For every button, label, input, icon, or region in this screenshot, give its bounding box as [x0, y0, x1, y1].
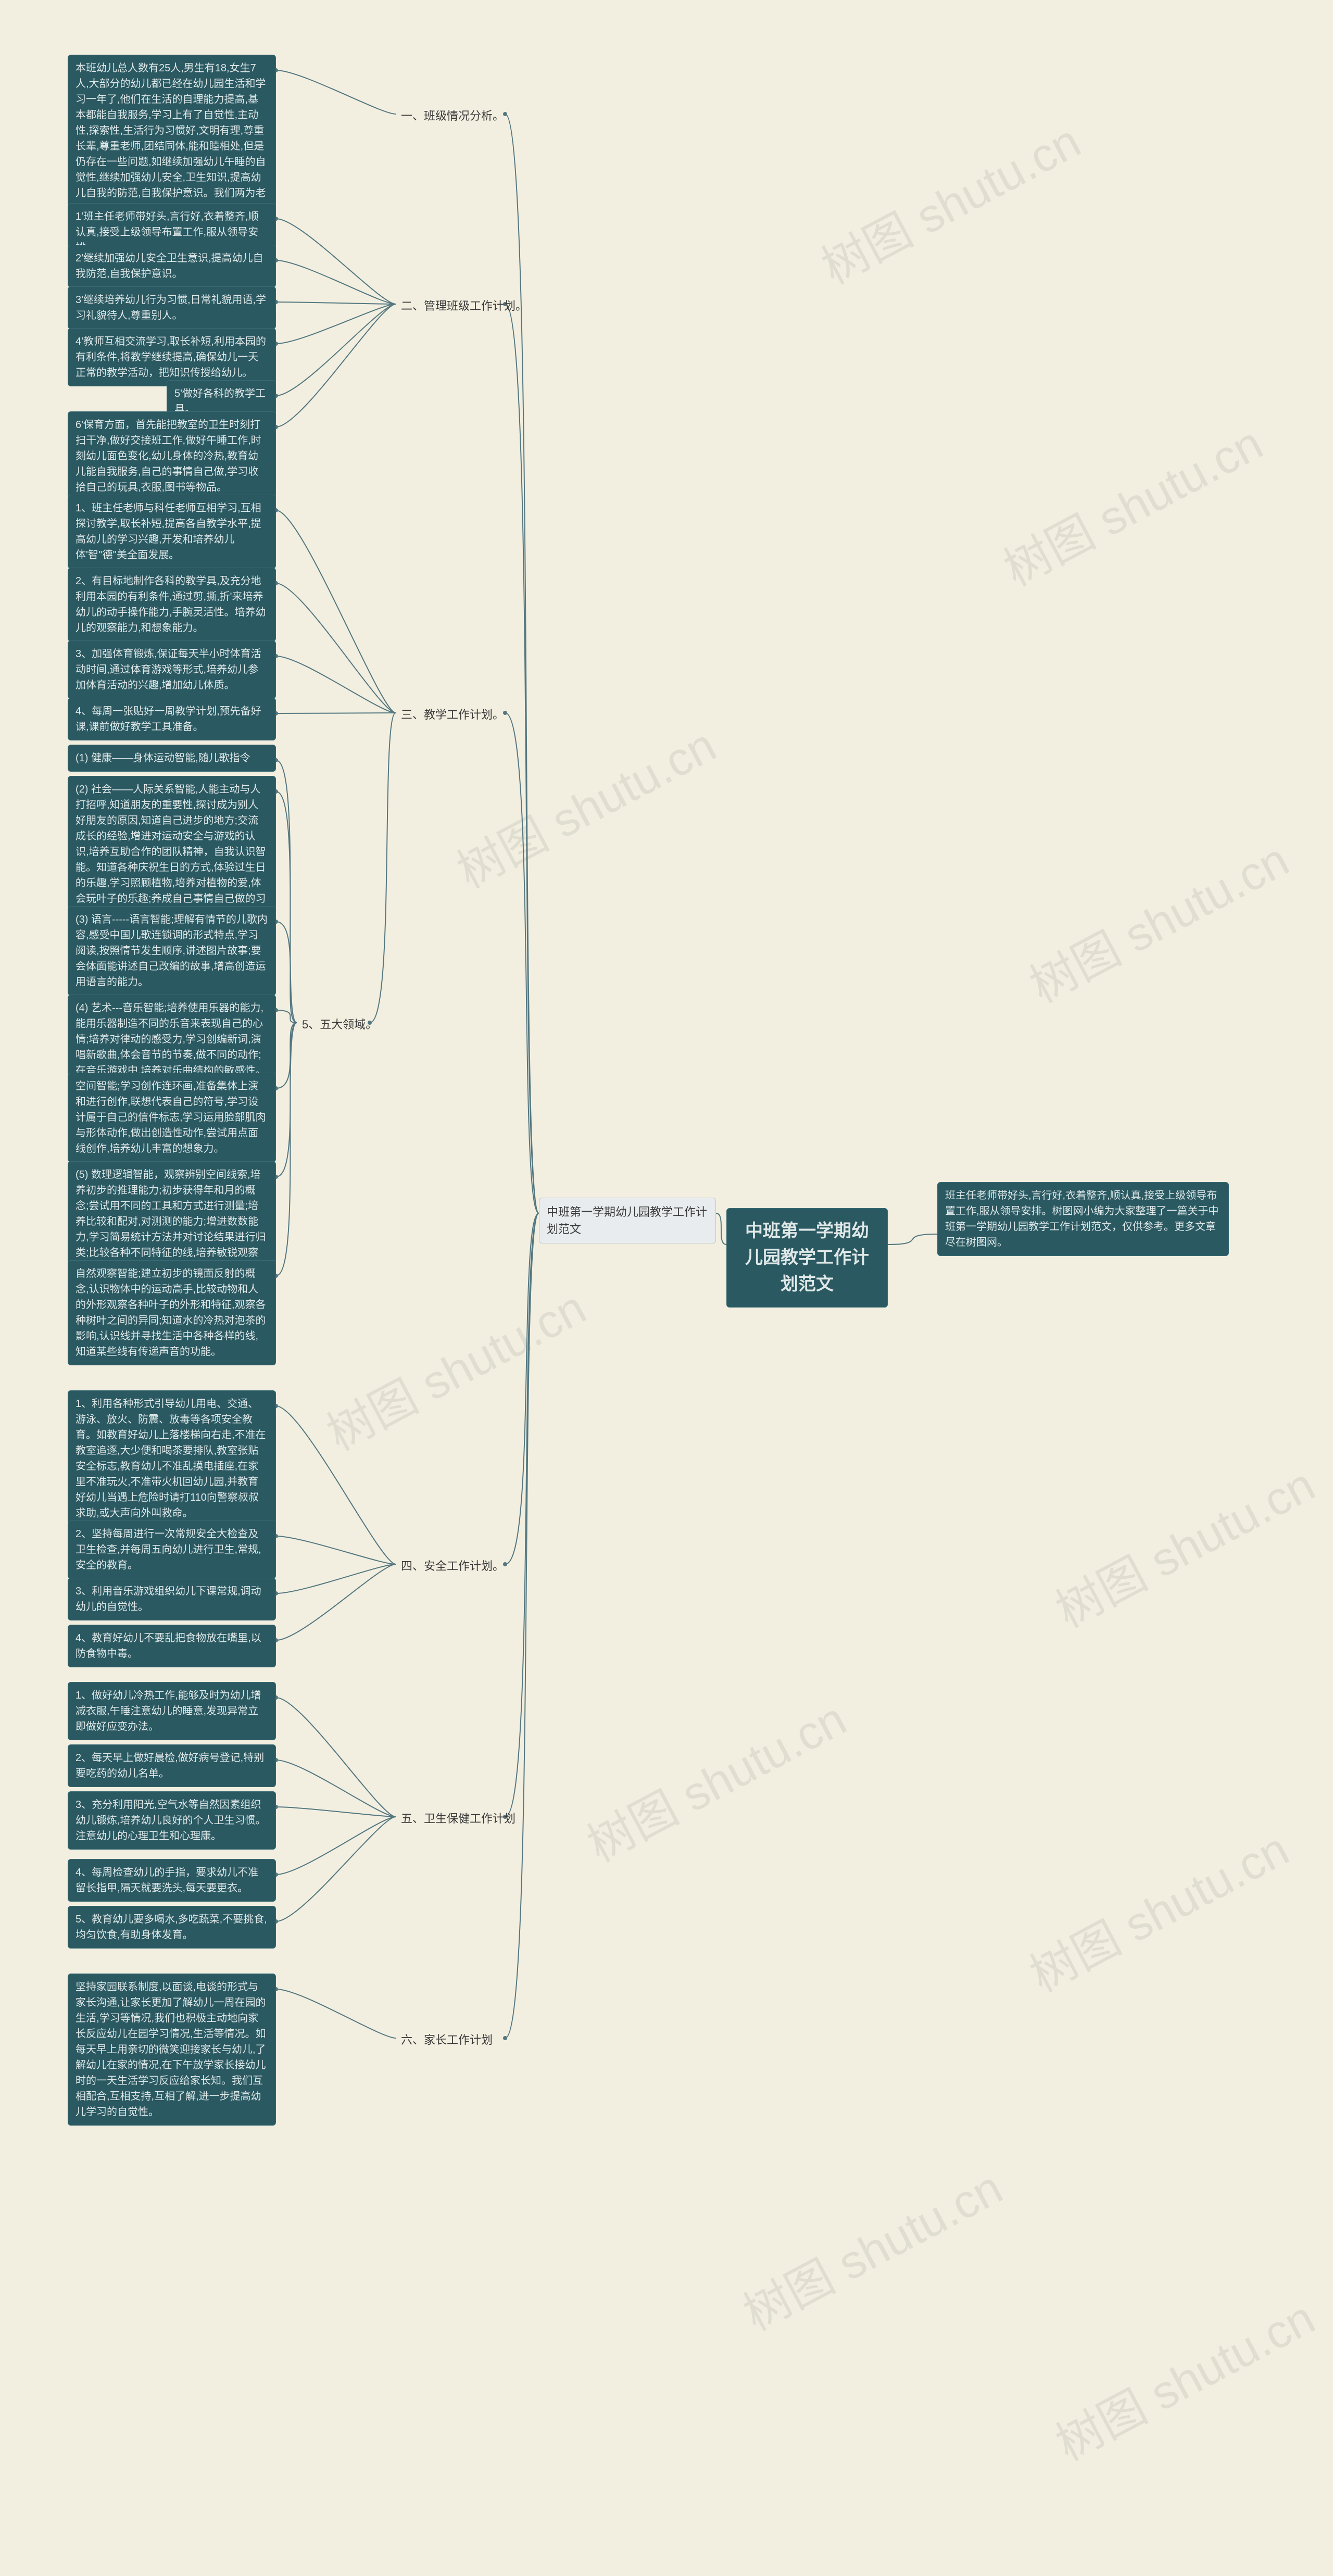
leaf-node: 2'继续加强幼儿安全卫生意识,提高幼儿自我防范,自我保护意识。 [68, 245, 276, 287]
section-label: 二、管理班级工作计划。 [401, 297, 527, 313]
mindmap-page: 树图 shutu.cn树图 shutu.cn树图 shutu.cn树图 shut… [0, 0, 1333, 2576]
watermark: 树图 shutu.cn [990, 406, 1272, 599]
watermark: 树图 shutu.cn [1016, 1812, 1298, 2005]
watermark: 树图 shutu.cn [730, 2151, 1012, 2344]
leaf-node: 4、教育好幼儿不要乱把食物放在嘴里,以防食物中毒。 [68, 1625, 276, 1667]
leaf-node: (4) 艺术---音乐智能;培养使用乐器的能力,能用乐器制造不同的乐音来表现自己… [68, 995, 276, 1084]
watermark: 树图 shutu.cn [573, 1682, 856, 1875]
section-label: 一、班级情况分析。 [401, 107, 504, 123]
leaf-node: 2、有目标地制作各科的教学具,及充分地利用本园的有利条件,通过剪,撕,折'来培养… [68, 568, 276, 642]
section-label: 六、家长工作计划 [401, 2031, 493, 2047]
leaf-node: 4'教师互相交流学习,取长补短,利用本园的有利条件,将教学继续提高,确保幼儿一天… [68, 328, 276, 386]
leaf-node: 坚持家园联系制度,以面谈,电谈的形式与家长沟通,让家长更加了解幼儿一周在园的生活… [68, 1974, 276, 2126]
leaf-node: (1) 健康——身体运动智能,随儿歌指令 [68, 745, 276, 772]
leaf-node: (2) 社会——人际关系智能,人能主动与人打招呼,知道朋友的重要性,探讨成为别人… [68, 776, 276, 928]
leaf-node: 2、每天早上做好晨检,做好病号登记,特别要吃药的幼儿名单。 [68, 1744, 276, 1787]
section-label: 五、卫生保健工作计划 [401, 1810, 515, 1826]
leaf-node: 1、利用各种形式引导幼儿用电、交通、游泳、放火、防震、放毒等各项安全教育。如教育… [68, 1390, 276, 1527]
section-label: 三、教学工作计划。 [401, 706, 504, 722]
leaf-node: 3、加强体育锻炼,保证每天半小时体育活动时间,通过体育游戏等形式,培养幼儿参加体… [68, 640, 276, 699]
bridge-label: 中班第一学期幼儿园教学工作计划范文 [539, 1198, 716, 1243]
watermark: 树图 shutu.cn [443, 708, 725, 901]
root-title: 中班第一学期幼儿园教学工作计划范文 [726, 1208, 888, 1308]
sub-section-label: 5、五大领域。 [302, 1015, 377, 1032]
watermark: 树图 shutu.cn [313, 1271, 595, 1464]
leaf-node: 自然观察智能;建立初步的镜面反射的概念,认识物体中的运动高手,比较动物和人的外形… [68, 1260, 276, 1365]
leaf-node: 6'保育方面，首先能把教室的卫生时刻打扫干净,做好交接班工作,做好午睡工作,时刻… [68, 411, 276, 501]
leaf-node: 3、利用音乐游戏组织幼儿下课常规,调动幼儿的自觉性。 [68, 1578, 276, 1620]
watermark: 树图 shutu.cn [808, 104, 1090, 297]
intro-text: 班主任老师带好头,言行好,衣着整齐,顺认真,接受上级领导布置工作,服从领导安排。… [937, 1182, 1229, 1256]
section-label: 四、安全工作计划。 [401, 1557, 504, 1574]
leaf-node: 1、班主任老师与科任老师互相学习,互相探讨教学,取长补短,提高各自教学水平,提高… [68, 495, 276, 569]
leaf-node: (3) 语言-----语言智能;理解有情节的儿歌内容,感受中国儿歌连锁调的形式特… [68, 906, 276, 996]
leaf-node: 2、坚持每周进行一次常规安全大检查及卫生检查,并每周五向幼儿进行卫生,常规,安全… [68, 1521, 276, 1579]
leaf-node: 1、做好幼儿冷热工作,能够及时为幼儿增减衣服,午睡注意幼儿的睡意,发现异常立即做… [68, 1682, 276, 1740]
leaf-node: 5、教育幼儿要多喝水,多吃蔬菜,不要挑食,均匀饮食,有助身体发育。 [68, 1906, 276, 1949]
leaf-node: 4、每周检查幼儿的手指，要求幼儿不准留长指甲,隔天就要洗头,每天要更衣。 [68, 1859, 276, 1902]
leaf-node: 3、充分利用阳光,空气水等自然因素组织幼儿锻炼,培养幼儿良好的个人卫生习惯。注意… [68, 1791, 276, 1850]
leaf-node: 4、每周一张贴好一周教学计划,预先备好课,课前做好教学工具准备。 [68, 698, 276, 740]
leaf-node: 3'继续培养幼儿行为习惯,日常礼貌用语,学习礼貌待人,尊重别人。 [68, 286, 276, 329]
watermark: 树图 shutu.cn [1042, 1448, 1324, 1641]
watermark: 树图 shutu.cn [1042, 2281, 1324, 2474]
watermark: 树图 shutu.cn [1016, 823, 1298, 1016]
leaf-node: 空间智能;学习创作连环画,准备集体上演和进行创作,联想代表自己的符号,学习设计属… [68, 1073, 276, 1162]
